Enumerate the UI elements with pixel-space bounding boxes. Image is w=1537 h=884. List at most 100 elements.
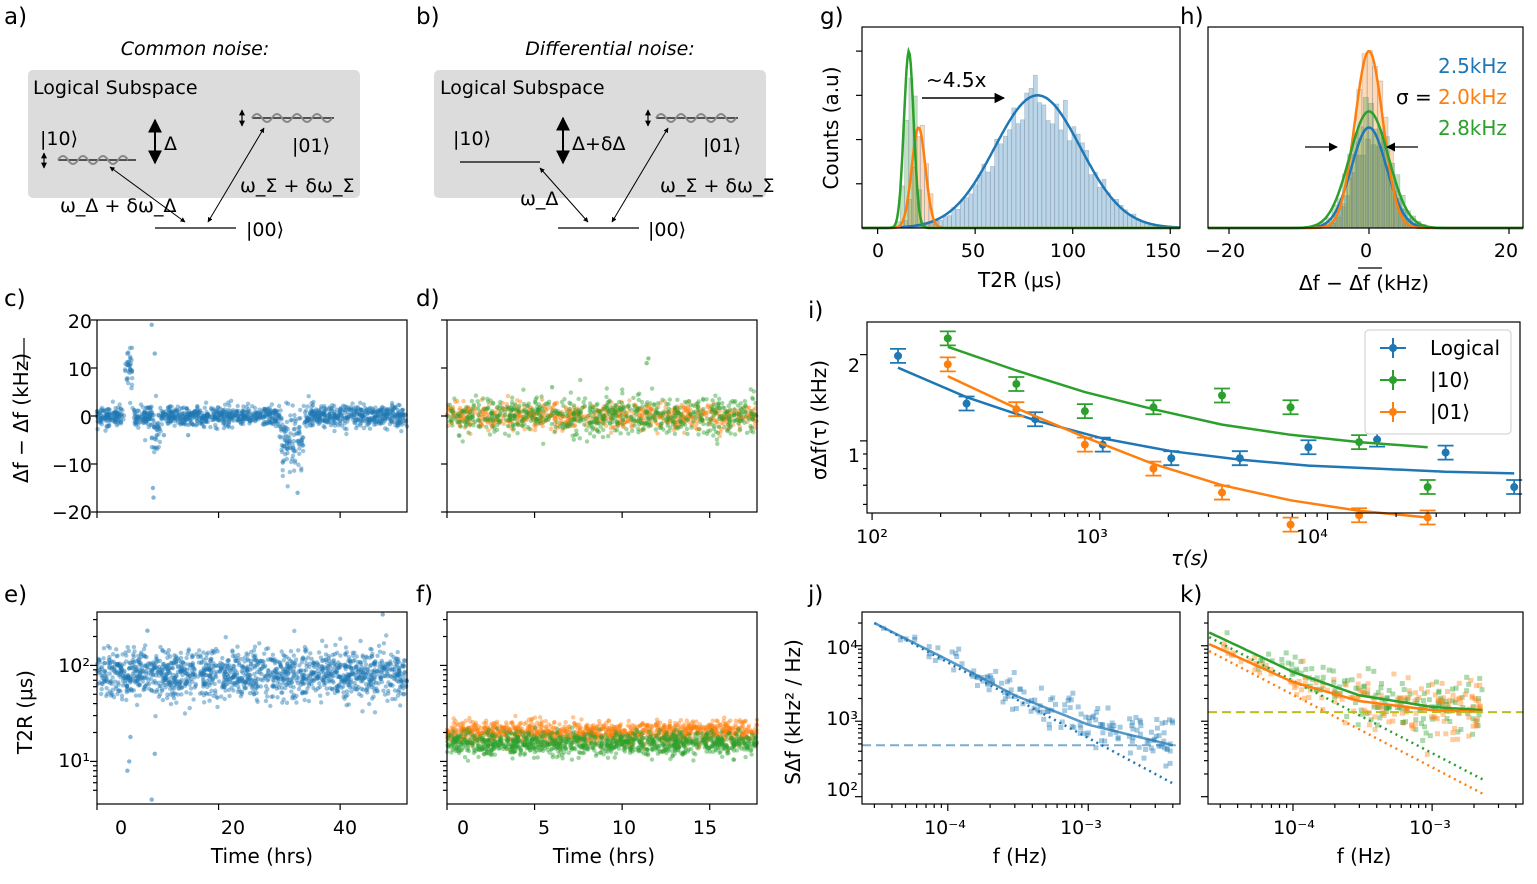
data-point (113, 406, 118, 411)
data-point (268, 411, 273, 416)
data-point (140, 418, 145, 423)
data-point (684, 426, 690, 432)
data-point (300, 448, 306, 454)
data-point (311, 685, 316, 691)
data-point (601, 420, 606, 426)
data-point (688, 411, 693, 417)
data-point (170, 414, 176, 420)
data-point (215, 426, 220, 432)
data-point (344, 426, 349, 432)
data-point (132, 419, 137, 424)
data-point (100, 415, 106, 421)
data-point (568, 390, 573, 395)
data-point (152, 665, 157, 670)
data-point (362, 670, 367, 675)
data-point (110, 652, 116, 657)
data-point (731, 411, 737, 416)
data-point (143, 684, 148, 689)
data-point (262, 407, 268, 412)
data-point (339, 423, 344, 428)
data-point (659, 410, 664, 416)
data-point (165, 405, 171, 410)
data-point (252, 644, 258, 649)
data-point (269, 694, 274, 699)
data-point (132, 421, 137, 426)
data-point (273, 419, 278, 425)
data-point (209, 657, 214, 662)
data-point (347, 685, 353, 690)
data-point (342, 696, 347, 701)
data-point (510, 407, 515, 412)
data-point (515, 431, 520, 436)
data-point (129, 369, 135, 375)
data-point (229, 667, 234, 672)
data-point (318, 693, 323, 698)
data-point (587, 413, 592, 418)
data-point (127, 367, 133, 372)
data-point (147, 415, 152, 420)
data-point (165, 421, 171, 426)
data-point (149, 322, 154, 327)
data-point (107, 413, 112, 418)
data-point (464, 404, 469, 410)
data-point (133, 693, 139, 698)
data-point (122, 367, 128, 372)
data-point (184, 414, 189, 419)
data-point (103, 428, 108, 433)
data-point (209, 405, 214, 411)
data-point (160, 413, 165, 419)
data-point (126, 381, 131, 386)
data-point (384, 408, 389, 413)
data-point (172, 423, 177, 428)
data-point (221, 425, 227, 431)
data-point (392, 415, 397, 421)
data-point (161, 433, 167, 438)
data-point (178, 650, 184, 655)
data-point (135, 418, 140, 423)
data-point (301, 668, 307, 673)
data-point (222, 696, 227, 702)
subspace-label-a: Logical Subspace (33, 77, 198, 99)
diagram-a-title: Common noise: (121, 38, 270, 60)
data-point (98, 416, 104, 421)
data-point (159, 688, 165, 693)
data-point (161, 411, 166, 416)
data-point (349, 411, 354, 417)
data-point (279, 417, 284, 422)
data-point (476, 413, 481, 418)
data-point (264, 420, 270, 425)
data-point (673, 405, 678, 410)
data-point (117, 671, 123, 676)
data-point (125, 768, 130, 773)
data-point (133, 668, 138, 673)
data-point (271, 408, 277, 414)
data-point (667, 397, 672, 402)
data-point (152, 436, 157, 441)
data-point (148, 407, 153, 413)
data-point (218, 406, 223, 411)
data-point (131, 408, 137, 413)
data-point (123, 368, 128, 374)
data-point (401, 418, 407, 423)
data-point (151, 495, 156, 500)
data-point (618, 431, 623, 436)
data-point (696, 432, 701, 437)
data-point (671, 414, 676, 419)
data-point (106, 406, 111, 412)
diagram-b: Differential noise: Logical Subspace |10… (434, 38, 774, 241)
data-point (285, 484, 290, 489)
data-point (106, 418, 111, 423)
data-point (644, 421, 649, 426)
data-point (367, 405, 373, 411)
data-point (323, 644, 329, 649)
data-point (129, 382, 135, 387)
data-point (151, 418, 156, 423)
data-point (141, 412, 146, 417)
data-point (576, 396, 581, 402)
data-point (130, 405, 135, 411)
data-point (324, 686, 329, 691)
data-point (199, 421, 204, 426)
data-point (112, 415, 117, 420)
data-point (205, 416, 211, 421)
data-point (108, 660, 113, 666)
